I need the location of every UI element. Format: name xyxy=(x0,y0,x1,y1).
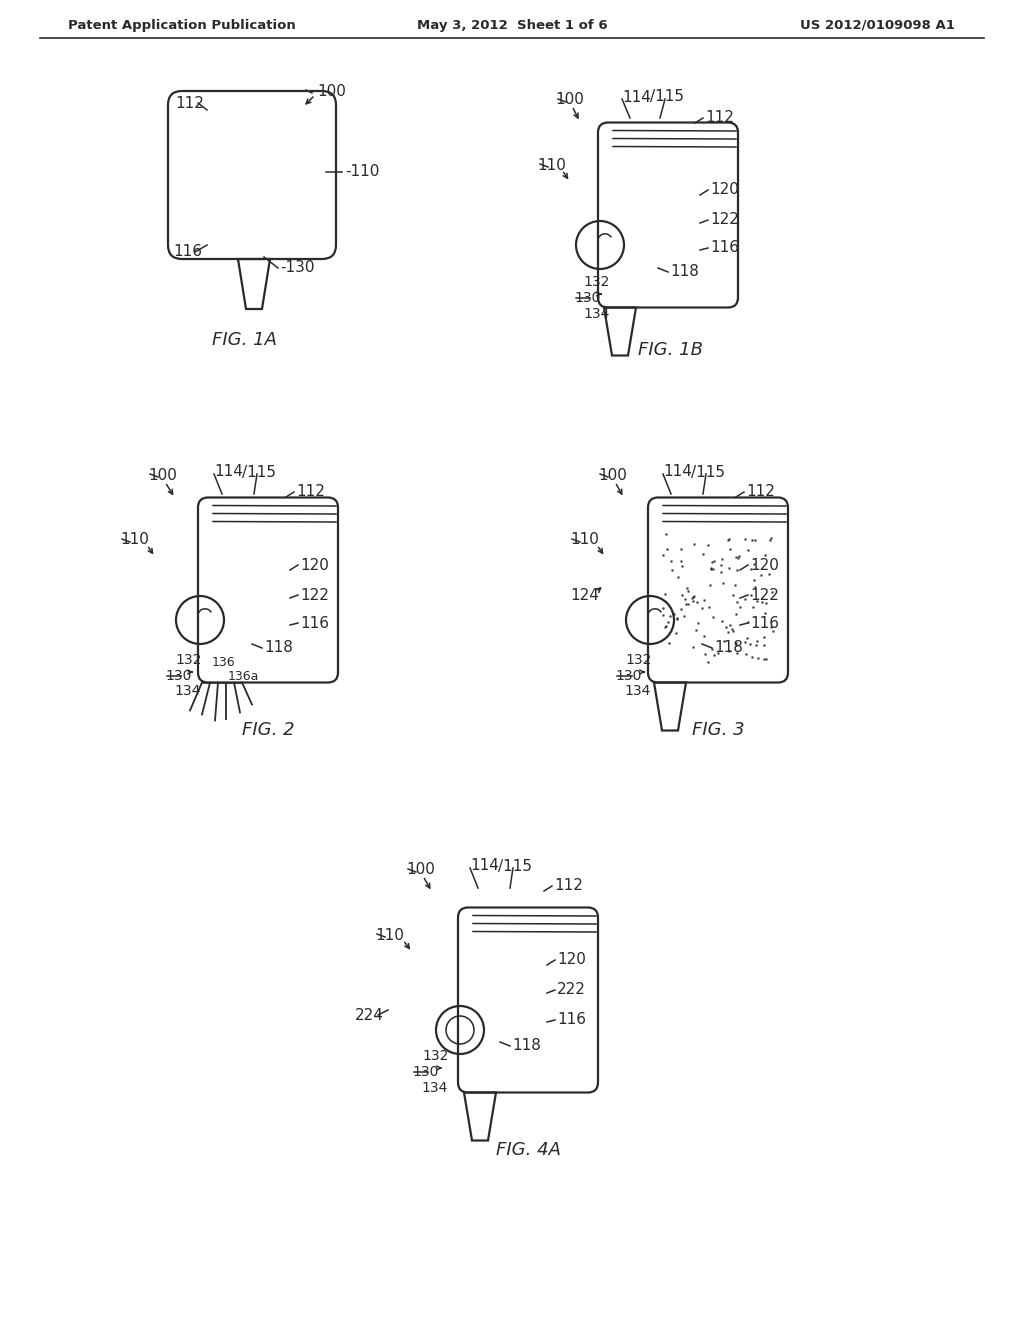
Text: 114: 114 xyxy=(214,465,243,479)
Text: 116: 116 xyxy=(300,615,329,631)
Text: 110: 110 xyxy=(570,532,599,548)
Text: /115: /115 xyxy=(242,465,276,479)
Text: 112: 112 xyxy=(705,111,734,125)
Text: 130: 130 xyxy=(165,669,191,682)
Text: 130: 130 xyxy=(412,1065,438,1078)
Text: 114: 114 xyxy=(470,858,499,874)
Text: 112: 112 xyxy=(175,95,204,111)
Text: FIG. 2: FIG. 2 xyxy=(242,721,294,739)
Text: 100: 100 xyxy=(555,92,584,107)
Text: 120: 120 xyxy=(557,953,586,968)
Text: 132: 132 xyxy=(175,653,202,667)
Text: FIG. 1B: FIG. 1B xyxy=(638,341,702,359)
Text: /115: /115 xyxy=(691,465,725,479)
Text: -130: -130 xyxy=(280,260,314,276)
Text: 116: 116 xyxy=(173,244,202,260)
Text: FIG. 1A: FIG. 1A xyxy=(213,331,278,348)
Text: 112: 112 xyxy=(554,879,583,894)
Text: 124: 124 xyxy=(570,587,599,602)
Text: 132: 132 xyxy=(422,1049,449,1063)
Text: 120: 120 xyxy=(710,182,739,198)
Text: 100: 100 xyxy=(148,467,177,483)
Text: 224: 224 xyxy=(355,1007,384,1023)
Text: Patent Application Publication: Patent Application Publication xyxy=(68,18,296,32)
Text: 118: 118 xyxy=(512,1039,541,1053)
Text: FIG. 4A: FIG. 4A xyxy=(496,1140,560,1159)
Text: 112: 112 xyxy=(296,484,325,499)
Text: 118: 118 xyxy=(264,640,293,656)
Text: 116: 116 xyxy=(557,1012,586,1027)
Text: 110: 110 xyxy=(120,532,148,548)
Text: 136a: 136a xyxy=(228,671,259,684)
Text: 122: 122 xyxy=(300,587,329,602)
Text: 134: 134 xyxy=(583,308,609,321)
Text: 118: 118 xyxy=(714,640,742,656)
Text: FIG. 3: FIG. 3 xyxy=(691,721,744,739)
Text: 136: 136 xyxy=(212,656,236,668)
Text: 112: 112 xyxy=(746,484,775,499)
Text: 122: 122 xyxy=(710,213,739,227)
Text: 114: 114 xyxy=(663,465,692,479)
Text: 130: 130 xyxy=(615,669,641,682)
Text: 120: 120 xyxy=(300,557,329,573)
Text: May 3, 2012  Sheet 1 of 6: May 3, 2012 Sheet 1 of 6 xyxy=(417,18,607,32)
Text: 132: 132 xyxy=(583,275,609,289)
Text: 222: 222 xyxy=(557,982,586,998)
Text: 110: 110 xyxy=(537,157,566,173)
Text: US 2012/0109098 A1: US 2012/0109098 A1 xyxy=(800,18,955,32)
Text: 114: 114 xyxy=(622,90,651,104)
Text: 132: 132 xyxy=(625,653,651,667)
Text: 116: 116 xyxy=(750,615,779,631)
Text: 118: 118 xyxy=(670,264,698,280)
Text: 100: 100 xyxy=(598,467,627,483)
Text: -110: -110 xyxy=(345,165,379,180)
Text: 100: 100 xyxy=(406,862,435,878)
Text: /115: /115 xyxy=(650,90,684,104)
Text: 130: 130 xyxy=(574,290,600,305)
Text: 100: 100 xyxy=(317,84,346,99)
Text: 134: 134 xyxy=(421,1081,447,1096)
Text: 122: 122 xyxy=(750,587,779,602)
Text: /115: /115 xyxy=(498,858,532,874)
Text: 120: 120 xyxy=(750,557,779,573)
Text: 134: 134 xyxy=(174,684,201,698)
Text: 134: 134 xyxy=(624,684,650,698)
Text: 110: 110 xyxy=(375,928,403,942)
Text: 116: 116 xyxy=(710,240,739,256)
